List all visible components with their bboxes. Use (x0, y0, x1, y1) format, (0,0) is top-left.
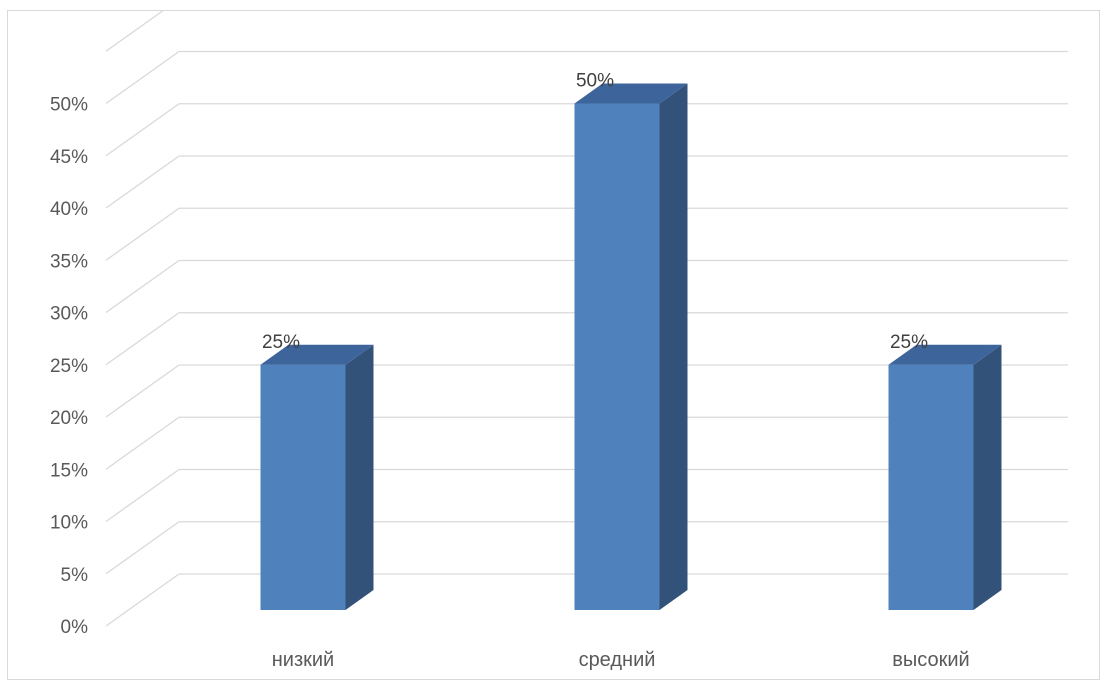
y-tick-label: 35% (50, 251, 88, 272)
gridline-side (105, 155, 180, 209)
bar-top (574, 83, 688, 104)
data-label: 25% (890, 332, 928, 353)
gridline-side (105, 103, 180, 157)
bar-side (973, 344, 1002, 610)
y-tick-label: 45% (50, 147, 88, 168)
bar-front (888, 364, 974, 610)
y-tick-label: 10% (50, 513, 88, 534)
bar-front (260, 364, 346, 610)
gridline-side (105, 468, 180, 523)
category-label: низкий (272, 649, 334, 671)
gridline-side (105, 11, 164, 52)
data-label: 50% (576, 71, 614, 92)
gridline-side (105, 521, 180, 575)
gridline-side (105, 259, 180, 314)
gridline-side (105, 50, 180, 105)
gridline-side (105, 573, 180, 627)
bar-top (888, 344, 1002, 365)
y-tick-label: 0% (61, 617, 89, 638)
bar-front (574, 103, 660, 610)
y-tick-label: 15% (50, 460, 88, 481)
gridline-side (105, 416, 180, 470)
y-tick-label: 20% (50, 408, 88, 429)
bar-chart-3d: 0% 5% 10% 15% 20% 25% 30% 35% 40% 45% 50% 25% низкий… (50, 11, 1068, 671)
category-label: высокий (892, 649, 969, 671)
gridline-side (105, 207, 180, 261)
bar-side (659, 83, 688, 610)
y-tick-label: 30% (50, 304, 88, 325)
y-tick-label: 50% (50, 95, 88, 116)
bar-side (345, 344, 374, 610)
chart-area: 0% 5% 10% 15% 20% 25% 30% 35% 40% 45% 50% 25% низкий… (7, 10, 1100, 680)
y-tick-label: 40% (50, 199, 88, 220)
category-label: средний (579, 649, 656, 671)
bar-top (260, 344, 374, 365)
y-tick-label: 25% (50, 356, 88, 377)
y-tick-label: 5% (61, 565, 89, 586)
gridline-side (105, 312, 180, 366)
gridline-side (105, 364, 180, 418)
data-label: 25% (262, 332, 300, 353)
